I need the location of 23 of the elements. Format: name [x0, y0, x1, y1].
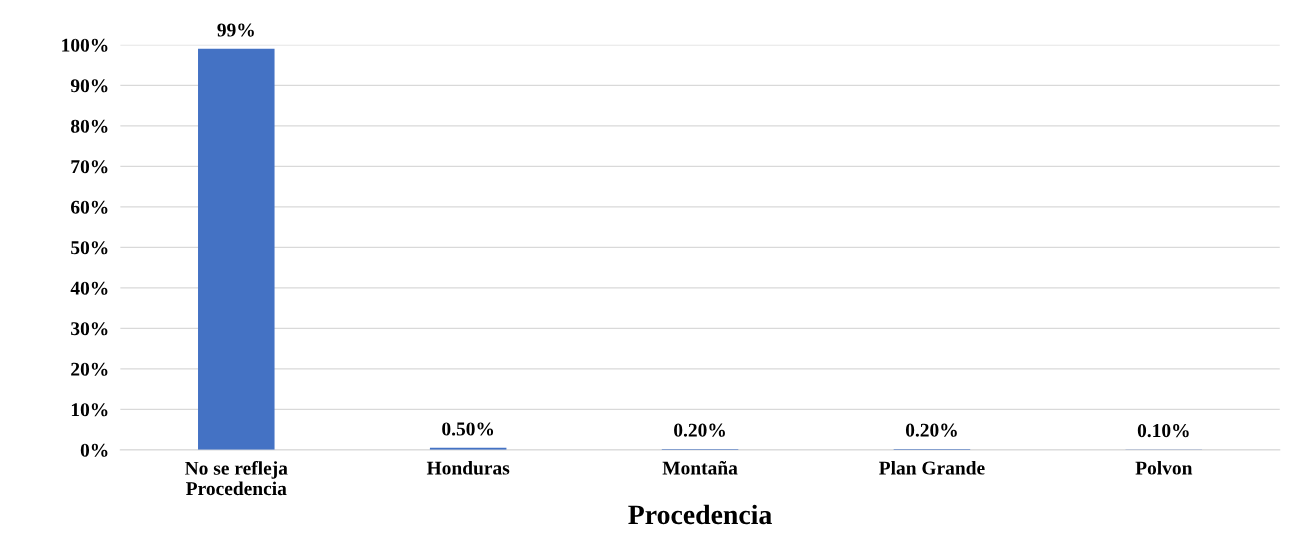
y-tick-label: 20%	[71, 362, 108, 376]
x-tick-label: Montaña	[662, 460, 738, 475]
data-label: 0.20%	[905, 423, 957, 437]
y-tick-label: 90%	[70, 79, 108, 93]
data-label: 99%	[217, 23, 254, 37]
y-tick-label: 70%	[71, 160, 108, 174]
y-tick-label: 60%	[71, 200, 108, 214]
data-label: 0.10%	[1137, 424, 1189, 438]
y-tick-label: 80%	[70, 119, 108, 133]
x-tick-label: Honduras	[426, 460, 510, 475]
bar	[198, 48, 275, 450]
y-tick-label: 10%	[71, 403, 108, 417]
y-tick-label: 100%	[62, 38, 108, 52]
x-tick-label: Plan Grande	[879, 460, 985, 475]
data-label: 0.20%	[674, 423, 725, 437]
y-tick-label: 30%	[71, 322, 108, 336]
y-tick-label: 50%	[71, 241, 108, 255]
y-tick-label: 40%	[70, 281, 108, 295]
x-tick-label: Polvon	[1135, 460, 1193, 475]
data-label: 0.50%	[442, 422, 494, 436]
y-tick-label: 0%	[80, 443, 108, 457]
x-axis-title: Procedencia	[628, 504, 772, 525]
x-tick-label: No se refleja Procedencia	[185, 460, 288, 496]
